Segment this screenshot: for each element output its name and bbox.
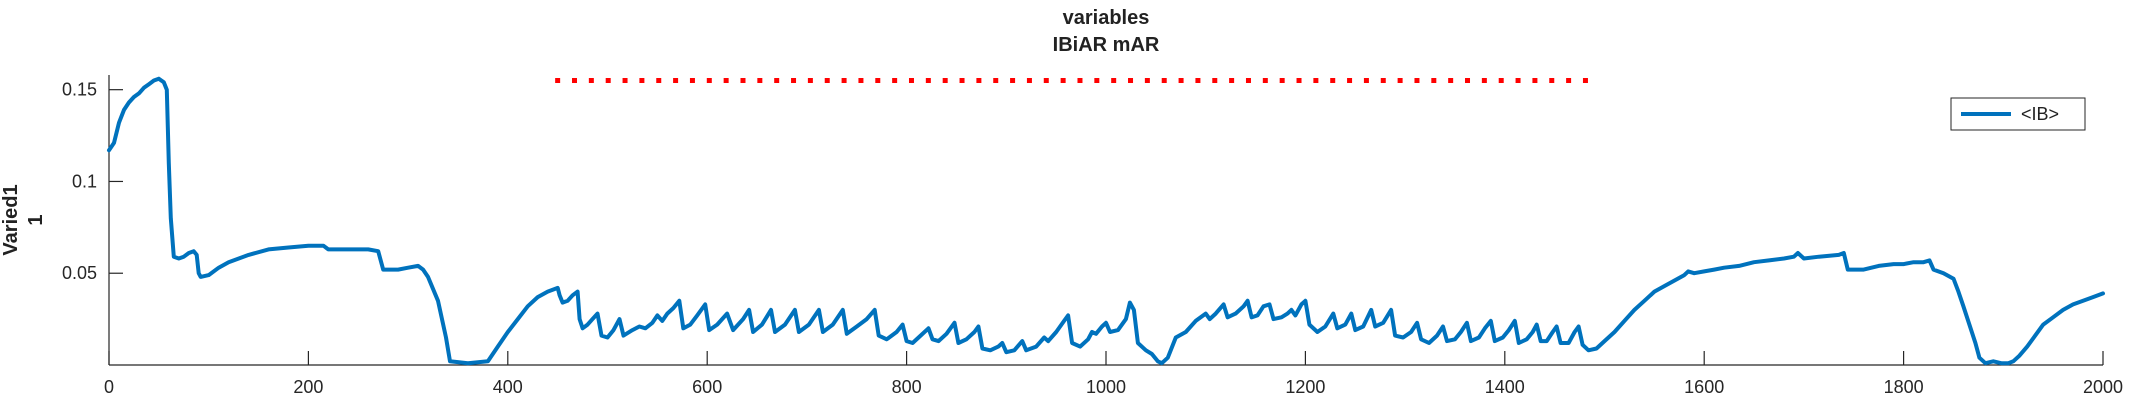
chart-title-line: variables — [1063, 7, 1150, 29]
red-dot-marker — [1397, 78, 1403, 84]
red-dot-marker — [1582, 78, 1588, 84]
x-tick-label: 2000 — [2083, 377, 2123, 397]
red-dot-marker — [1161, 78, 1167, 84]
red-dot-marker — [858, 78, 864, 84]
red-dot-marker — [723, 78, 729, 84]
red-dot-marker — [993, 78, 999, 84]
red-dot-marker — [807, 78, 813, 84]
red-dot-marker — [1026, 78, 1032, 84]
red-dot-marker — [571, 78, 577, 84]
series-lines — [107, 76, 2105, 366]
red-dot-marker — [908, 78, 914, 84]
red-dot-marker — [824, 78, 830, 84]
red-dot-marker — [1380, 78, 1386, 84]
red-dot-marker — [1363, 78, 1369, 84]
red-dot-marker — [1262, 78, 1268, 84]
x-tick-label: 1800 — [1884, 377, 1924, 397]
chart-title: variables IBiAR mAR — [1053, 7, 1160, 56]
red-dot-marker — [588, 78, 594, 84]
red-dot-marker — [1279, 78, 1285, 84]
y-axis-label-line: Varied1 — [0, 184, 22, 255]
red-dot-marker — [740, 78, 746, 84]
legend-label: <IB> — [2021, 104, 2059, 124]
red-dot-marker — [1498, 78, 1504, 84]
x-tick-label: 1000 — [1086, 377, 1126, 397]
red-dot-marker — [942, 78, 948, 84]
red-dot-marker — [1313, 78, 1319, 84]
red-dot-marker — [1010, 78, 1016, 84]
red-dot-marker — [1178, 78, 1184, 84]
y-tick-label: 0.1 — [72, 171, 97, 191]
red-dot-marker — [875, 78, 881, 84]
red-dot-marker — [1347, 78, 1353, 84]
red-dot-marker — [1549, 78, 1555, 84]
red-dot-marker — [689, 78, 695, 84]
chart-title-line: IBiAR mAR — [1053, 34, 1160, 56]
red-dot-marker — [605, 78, 611, 84]
red-dot-marker — [1229, 78, 1235, 84]
x-tick-label: 1200 — [1285, 377, 1325, 397]
red-dot-marker — [1212, 78, 1218, 84]
y-axis-ticks: 0.05 0.1 0.15 — [62, 80, 123, 283]
red-dot-marker — [976, 78, 982, 84]
red-dot-marker — [1094, 78, 1100, 84]
red-dot-marker — [925, 78, 931, 84]
red-dot-marker — [1515, 78, 1521, 84]
red-dot-marker — [622, 78, 628, 84]
red-dot-marker — [656, 78, 662, 84]
x-tick-label: 1400 — [1485, 377, 1525, 397]
red-dot-marker — [1481, 78, 1487, 84]
red-dot-marker — [1465, 78, 1471, 84]
red-dot-marker — [673, 78, 679, 84]
red-dot-marker — [1431, 78, 1437, 84]
red-dot-marker — [1414, 78, 1420, 84]
red-dot-marker — [1111, 78, 1117, 84]
x-tick-label: 1600 — [1684, 377, 1724, 397]
y-tick-label: 0.05 — [62, 263, 97, 283]
x-tick-label: 0 — [104, 377, 114, 397]
red-dot-marker — [1330, 78, 1336, 84]
red-dot-marker — [791, 78, 797, 84]
red-dot-marker — [1566, 78, 1572, 84]
x-tick-label: 800 — [892, 377, 922, 397]
red-dot-marker — [1296, 78, 1302, 84]
red-dot-marker — [555, 78, 561, 84]
y-tick-label: 0.15 — [62, 80, 97, 100]
red-dot-marker — [1448, 78, 1454, 84]
red-dot-marker — [757, 78, 763, 84]
red-dot-markers — [555, 78, 1588, 84]
red-dot-marker — [1077, 78, 1083, 84]
red-dot-marker — [959, 78, 965, 84]
red-dot-marker — [1532, 78, 1538, 84]
x-tick-label: 400 — [493, 377, 523, 397]
red-dot-marker — [1060, 78, 1066, 84]
y-axis-label-line: 1 — [25, 214, 47, 225]
y-axis-label: Varied1 1 — [0, 184, 47, 255]
red-dot-marker — [639, 78, 645, 84]
red-dot-marker — [706, 78, 712, 84]
red-dot-marker — [774, 78, 780, 84]
red-dot-marker — [892, 78, 898, 84]
legend: <IB> — [1950, 97, 2086, 131]
x-tick-label: 600 — [692, 377, 722, 397]
red-dot-marker — [1128, 78, 1134, 84]
x-tick-label: 200 — [293, 377, 323, 397]
red-dot-marker — [1043, 78, 1049, 84]
x-axis-ticks: 0 200 400 600 800 1000 1200 1400 1600 1800 2000 — [104, 351, 2123, 397]
red-dot-marker — [1195, 78, 1201, 84]
series-line — [107, 76, 2105, 366]
red-dot-marker — [1245, 78, 1251, 84]
red-dot-marker — [841, 78, 847, 84]
red-dot-marker — [1144, 78, 1150, 84]
